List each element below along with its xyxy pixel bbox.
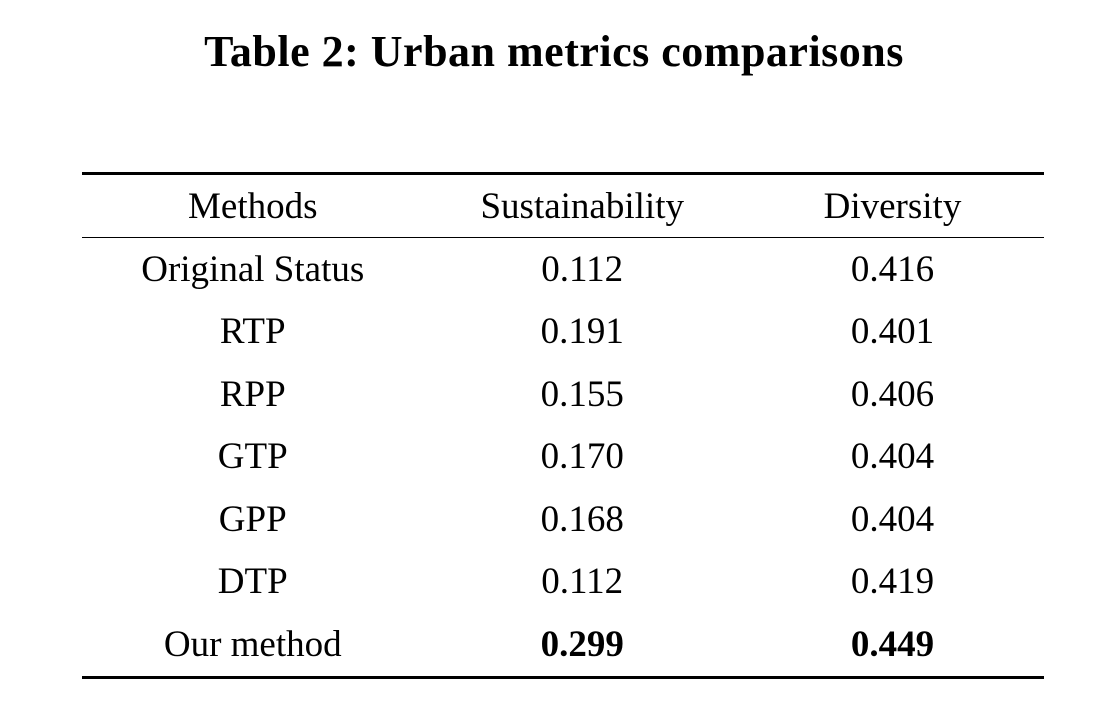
table-caption: Table 2: Urban metrics comparisons xyxy=(204,27,904,76)
table-row: Original Status 0.112 0.416 xyxy=(82,238,1044,301)
table-row: GTP 0.170 0.404 xyxy=(82,426,1044,489)
column-header-diversity: Diversity xyxy=(740,173,1044,238)
sustainability-cell: 0.112 xyxy=(541,248,624,290)
method-cell: Our method xyxy=(163,623,342,665)
method-cell: RTP xyxy=(219,311,286,353)
sustainability-cell: 0.112 xyxy=(541,561,624,603)
diversity-cell: 0.401 xyxy=(850,311,935,353)
header-row: Methods Sustainability Diversity xyxy=(82,173,1044,238)
sustainability-cell: 0.191 xyxy=(540,311,624,353)
table-row: RPP 0.155 0.406 xyxy=(82,363,1044,426)
diversity-cell: 0.406 xyxy=(850,373,935,415)
diversity-cell: 0.404 xyxy=(850,436,935,478)
method-cell: GPP xyxy=(218,498,287,540)
diversity-cell: 0.404 xyxy=(850,498,935,540)
column-header-sustainability: Sustainability xyxy=(423,173,741,238)
sustainability-cell: 0.299 xyxy=(540,623,624,665)
diversity-cell: 0.419 xyxy=(850,561,935,603)
table-row: DTP 0.112 0.419 xyxy=(82,551,1044,614)
method-cell: GTP xyxy=(217,436,288,478)
diversity-cell: 0.449 xyxy=(850,623,935,665)
sustainability-cell: 0.155 xyxy=(540,373,624,415)
column-header-methods: Methods xyxy=(82,173,424,238)
table-row: RTP 0.191 0.401 xyxy=(82,301,1044,364)
urban-metrics-table: Methods Sustainability Diversity Origina… xyxy=(82,172,1044,679)
diversity-cell: 0.416 xyxy=(850,248,935,290)
method-cell: Original Status xyxy=(141,248,365,290)
table-row: GPP 0.168 0.404 xyxy=(82,488,1044,551)
table-body: Original Status 0.112 0.416 RTP 0.191 0.401 RP… xyxy=(82,238,1044,678)
method-cell: RPP xyxy=(219,373,286,415)
table-row: Our method 0.299 0.449 xyxy=(82,613,1044,677)
table-container: Methods Sustainability Diversity Origina… xyxy=(82,172,1044,679)
sustainability-cell: 0.168 xyxy=(540,498,624,540)
sustainability-cell: 0.170 xyxy=(540,436,624,478)
table-header: Methods Sustainability Diversity xyxy=(82,173,1044,238)
method-cell: DTP xyxy=(217,561,288,603)
